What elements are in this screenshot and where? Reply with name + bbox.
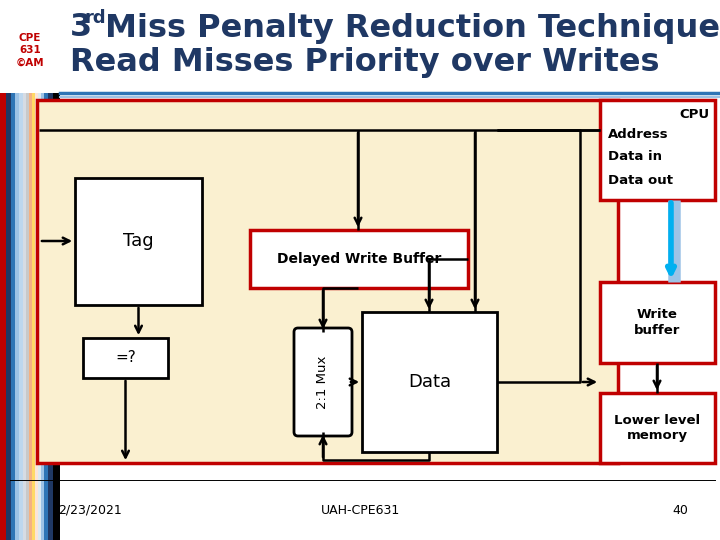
Bar [35, 0, 38, 540]
Bar [11, 0, 15, 540]
Text: 40: 40 [672, 503, 688, 516]
Text: 2/23/2021: 2/23/2021 [58, 503, 122, 516]
Bar [75, 178, 202, 305]
Text: 3: 3 [70, 12, 92, 44]
Text: Tag: Tag [123, 233, 154, 251]
Text: Lower level
memory: Lower level memory [614, 414, 701, 442]
Text: Read Misses Priority over Writes: Read Misses Priority over Writes [70, 46, 660, 78]
Text: rd: rd [84, 9, 106, 27]
Bar [23, 0, 26, 540]
Bar [41, 0, 44, 540]
Bar [600, 100, 715, 200]
Text: Address: Address [608, 129, 669, 141]
Bar [0, 0, 720, 93]
Bar [600, 393, 715, 463]
Text: Data out: Data out [608, 173, 673, 186]
Text: UAH-CPE631: UAH-CPE631 [320, 503, 400, 516]
Text: Data in: Data in [608, 151, 662, 164]
Bar [15, 0, 19, 540]
Bar [600, 282, 715, 363]
Bar [48, 0, 53, 540]
Bar [19, 0, 23, 540]
Bar [250, 230, 468, 288]
Bar [0, 0, 6, 540]
Text: CPU: CPU [680, 107, 710, 120]
Bar [37, 100, 618, 463]
Text: Data: Data [408, 373, 451, 391]
Bar [53, 0, 60, 540]
Text: Miss Penalty Reduction Technique: Giving: Miss Penalty Reduction Technique: Giving [94, 12, 720, 44]
Bar [32, 0, 35, 540]
Text: Delayed Write Buffer: Delayed Write Buffer [276, 252, 441, 266]
Text: Write
buffer: Write buffer [634, 308, 680, 336]
Bar [44, 0, 48, 540]
Bar [26, 0, 29, 540]
Bar [38, 0, 41, 540]
Bar [29, 0, 32, 540]
Bar [6, 0, 11, 540]
Bar [362, 312, 497, 452]
Bar [37, 100, 618, 463]
FancyBboxPatch shape [294, 328, 352, 436]
Text: =?: =? [115, 350, 136, 366]
Text: CPE
631
©AM: CPE 631 ©AM [16, 32, 45, 68]
Text: 2:1 Mux: 2:1 Mux [317, 355, 330, 409]
Bar [83, 338, 168, 378]
